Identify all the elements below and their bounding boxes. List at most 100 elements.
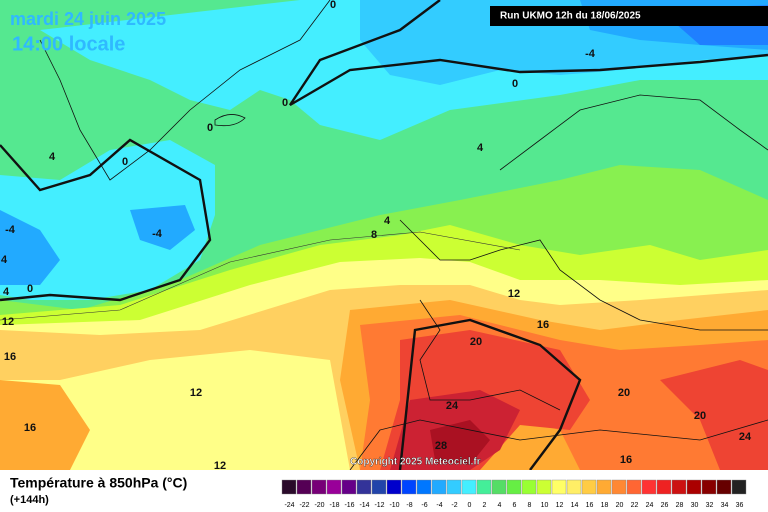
legend-swatch — [596, 479, 612, 495]
legend-swatch — [536, 479, 552, 495]
color-legend: -24 -22 -20 -18 -16 -14 -12 -10 -8 -6 -4 -2 0 2 4 6 8 10 1… — [281, 479, 747, 509]
contour-label: -4 — [152, 228, 163, 240]
legend-swatch — [326, 479, 342, 495]
legend-tick-label: -10 — [389, 502, 399, 509]
contour-label: 24 — [739, 431, 752, 443]
contour-label: 12 — [214, 460, 226, 472]
legend-swatch — [461, 479, 477, 495]
legend-tick-label: 34 — [721, 502, 729, 509]
copyright: Copyright 2025 Meteociel.fr — [350, 457, 481, 468]
legend-tick-label: 30 — [691, 502, 699, 509]
legend-tick-label: 32 — [706, 502, 714, 509]
legend-tick-label: -20 — [314, 502, 324, 509]
contour-label: 4 — [384, 215, 391, 227]
contour-label: 12 — [2, 316, 14, 328]
legend-tick-label: -8 — [406, 502, 412, 509]
legend-swatch — [401, 479, 417, 495]
legend-tick-label: 22 — [631, 502, 639, 509]
legend-tick-label: 10 — [541, 502, 549, 509]
contour-label: 16 — [620, 454, 632, 466]
contour-label: 4 — [3, 286, 10, 298]
contour-label: 20 — [694, 410, 706, 422]
legend-tick-label: -16 — [344, 502, 354, 509]
legend-swatch — [716, 479, 732, 495]
legend-swatch — [311, 479, 327, 495]
legend-tick-label: 36 — [736, 502, 744, 509]
contour-label: -4 — [585, 48, 596, 60]
contour-label: 4 — [477, 142, 484, 154]
coast-scandinavia — [499, 94, 768, 171]
legend-tick-label: 14 — [571, 502, 579, 509]
contour-label: 0 — [512, 78, 518, 90]
contour-label: 16 — [537, 319, 549, 331]
legend-tick-label: -2 — [451, 502, 457, 509]
contour-label: 0 — [207, 122, 213, 134]
contour-label: 16 — [24, 422, 36, 434]
contour-label: 20 — [618, 387, 630, 399]
legend-swatch — [356, 479, 372, 495]
legend-tick-label: 0 — [468, 502, 472, 509]
coast-europe — [399, 219, 768, 331]
legend-tick-label: -14 — [359, 502, 369, 509]
legend-swatch — [431, 479, 447, 495]
contour-label: 16 — [4, 351, 16, 363]
legend-swatch — [446, 479, 462, 495]
legend-swatch — [296, 479, 312, 495]
legend-tick-label: -22 — [299, 502, 309, 509]
legend-swatch — [416, 479, 432, 495]
legend-tick-label: 8 — [528, 502, 532, 509]
coast-africa — [349, 419, 768, 471]
legend-tick-label: -6 — [421, 502, 427, 509]
legend-tick-label: 24 — [646, 502, 654, 509]
coast-iberia — [419, 299, 561, 411]
legend-swatch — [701, 479, 717, 495]
legend-swatch — [581, 479, 597, 495]
run-info: Run UKMO 12h du 18/06/2025 — [500, 11, 641, 22]
contour-label: 4 — [49, 151, 56, 163]
map-date: mardi 24 juin 2025 — [10, 9, 166, 29]
legend-swatch — [386, 479, 402, 495]
legend-tick-label: -4 — [436, 502, 442, 509]
legend-swatch — [491, 479, 507, 495]
coast-greenland — [39, 0, 331, 181]
legend-swatch — [731, 479, 747, 495]
contour-label: 0 — [282, 97, 288, 109]
legend-swatch — [611, 479, 627, 495]
legend-swatch — [656, 479, 672, 495]
isotherm-8 — [0, 231, 521, 321]
contour-label: 8 — [371, 229, 377, 241]
contour-label: -4 — [5, 224, 16, 236]
legend-swatch — [686, 479, 702, 495]
contour-label: 0 — [330, 0, 336, 11]
legend-tick-label: -12 — [374, 502, 384, 509]
contour-label: 24 — [446, 400, 459, 412]
legend-tick-label: 20 — [616, 502, 624, 509]
coastlines — [39, 0, 768, 471]
legend-swatch — [506, 479, 522, 495]
isotherm-0 — [0, 138, 212, 302]
legend-swatch — [641, 479, 657, 495]
contour-label: 20 — [470, 336, 482, 348]
contour-label: 0 — [122, 156, 128, 168]
legend-swatch — [341, 479, 357, 495]
legend-swatch — [626, 479, 642, 495]
footer-title: Température à 850hPa (°C) — [10, 475, 187, 491]
legend-tick-label: 26 — [661, 502, 669, 509]
contour-label: 12 — [190, 387, 202, 399]
legend-tick-label: 6 — [513, 502, 517, 509]
legend-tick-label: 2 — [483, 502, 487, 509]
legend-tick-label: 16 — [586, 502, 594, 509]
isotherm-20 — [398, 318, 582, 471]
legend-tick-label: 28 — [676, 502, 684, 509]
isotherm-0-north — [289, 0, 768, 107]
coast-iceland — [214, 114, 246, 127]
legend-tick-label: 4 — [498, 502, 502, 509]
contour-label: 28 — [435, 440, 447, 452]
map-time: 14:00 locale — [12, 33, 125, 55]
legend-tick-label: -24 — [284, 502, 294, 509]
legend-swatch — [371, 479, 387, 495]
legend-tick-label: 18 — [601, 502, 609, 509]
run-box — [490, 6, 768, 26]
